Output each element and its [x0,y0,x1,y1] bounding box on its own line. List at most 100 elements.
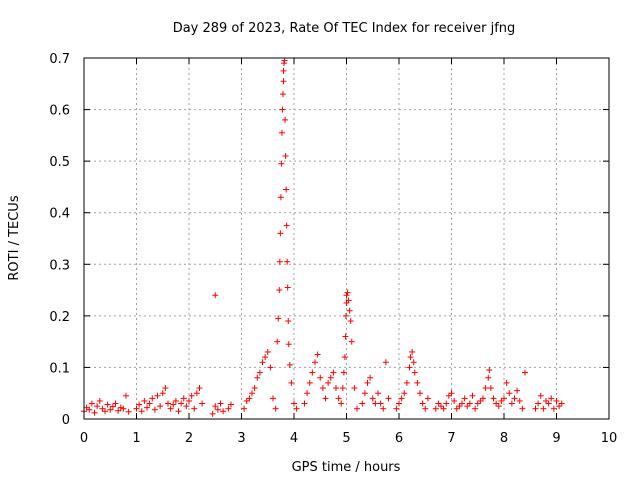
data-point [267,364,274,371]
y-tick-label: 0.1 [49,361,70,376]
data-point [138,408,145,415]
data-point [107,406,114,413]
data-point [283,186,290,193]
data-point [330,369,337,376]
data-point [249,390,255,397]
chart-title: Day 289 of 2023, Rate Of TEC Index for r… [173,21,516,36]
data-point [259,359,266,366]
data-point [490,395,497,402]
data-point [435,400,442,407]
data-point [445,392,452,399]
data-point [102,408,108,415]
data-point [262,354,269,361]
data-point [275,315,282,322]
data-point [407,354,414,361]
data-point [191,405,198,412]
data-point [414,379,421,386]
data-point [88,400,95,407]
data-point [558,400,565,407]
data-point [276,287,283,294]
data-point [347,318,354,325]
data-point [272,405,279,412]
data-point [382,359,389,366]
data-point [540,405,547,412]
data-point [380,405,387,412]
data-point [480,395,486,402]
data-point [548,395,555,402]
y-tick-label: 0.7 [49,52,70,67]
data-point [424,395,431,402]
data-point [225,405,232,412]
data-point [285,318,292,325]
data-point [409,348,416,355]
y-tick-label: 0.4 [49,207,70,222]
data-point [342,333,349,340]
data-point [401,390,408,397]
data-point [367,374,374,381]
data-point [556,403,563,410]
data-point [281,57,288,64]
data-point [327,374,334,381]
data-point [482,385,489,392]
data-point [277,194,284,201]
data-point [341,354,348,361]
data-point [344,289,351,296]
data-point [364,379,371,386]
data-point [246,395,253,402]
data-point [456,403,463,410]
data-point [178,400,185,407]
data-point [361,390,368,397]
data-point [506,390,513,397]
x-tick-label: 4 [290,431,298,446]
data-point [115,407,122,414]
data-point [419,400,426,407]
data-point [120,405,127,412]
data-point [322,395,329,402]
data-point [220,408,227,415]
data-point [180,395,187,402]
x-tick-label: 1 [132,431,140,446]
data-point [280,78,287,85]
y-tick-label: 0.6 [49,104,70,119]
data-point [288,379,295,386]
data-point [285,341,292,348]
data-point [241,405,248,412]
data-point [375,390,381,397]
data-point [162,385,169,392]
data-point [522,369,528,376]
data-point [406,364,413,371]
data-point [553,397,560,404]
data-point [183,403,190,410]
data-point [293,405,300,412]
data-point [377,400,384,407]
data-point [438,403,444,410]
data-point [503,379,510,386]
x-tick-label: 8 [500,431,508,446]
data-point [403,379,410,386]
data-point [109,403,116,410]
data-point [422,405,429,412]
data-point [464,403,471,410]
data-point [398,395,405,402]
x-tick-label: 0 [80,431,88,446]
data-point [170,401,177,408]
data-point [141,397,148,404]
data-point [146,400,153,407]
data-point [278,129,285,136]
y-tick-label: 0.3 [49,258,70,273]
ticks [83,57,610,420]
data-point [493,400,500,407]
data-point [125,408,132,415]
data-point [281,60,288,67]
data-point [487,385,494,392]
data-point [96,397,103,404]
data-point [451,397,458,404]
data-point [136,401,143,408]
data-point [469,392,476,399]
data-point [312,359,318,366]
data-point [284,258,291,265]
data-point [214,406,221,413]
y-tick-label: 0.5 [49,155,70,170]
data-point [501,395,507,402]
data-point [278,160,285,167]
